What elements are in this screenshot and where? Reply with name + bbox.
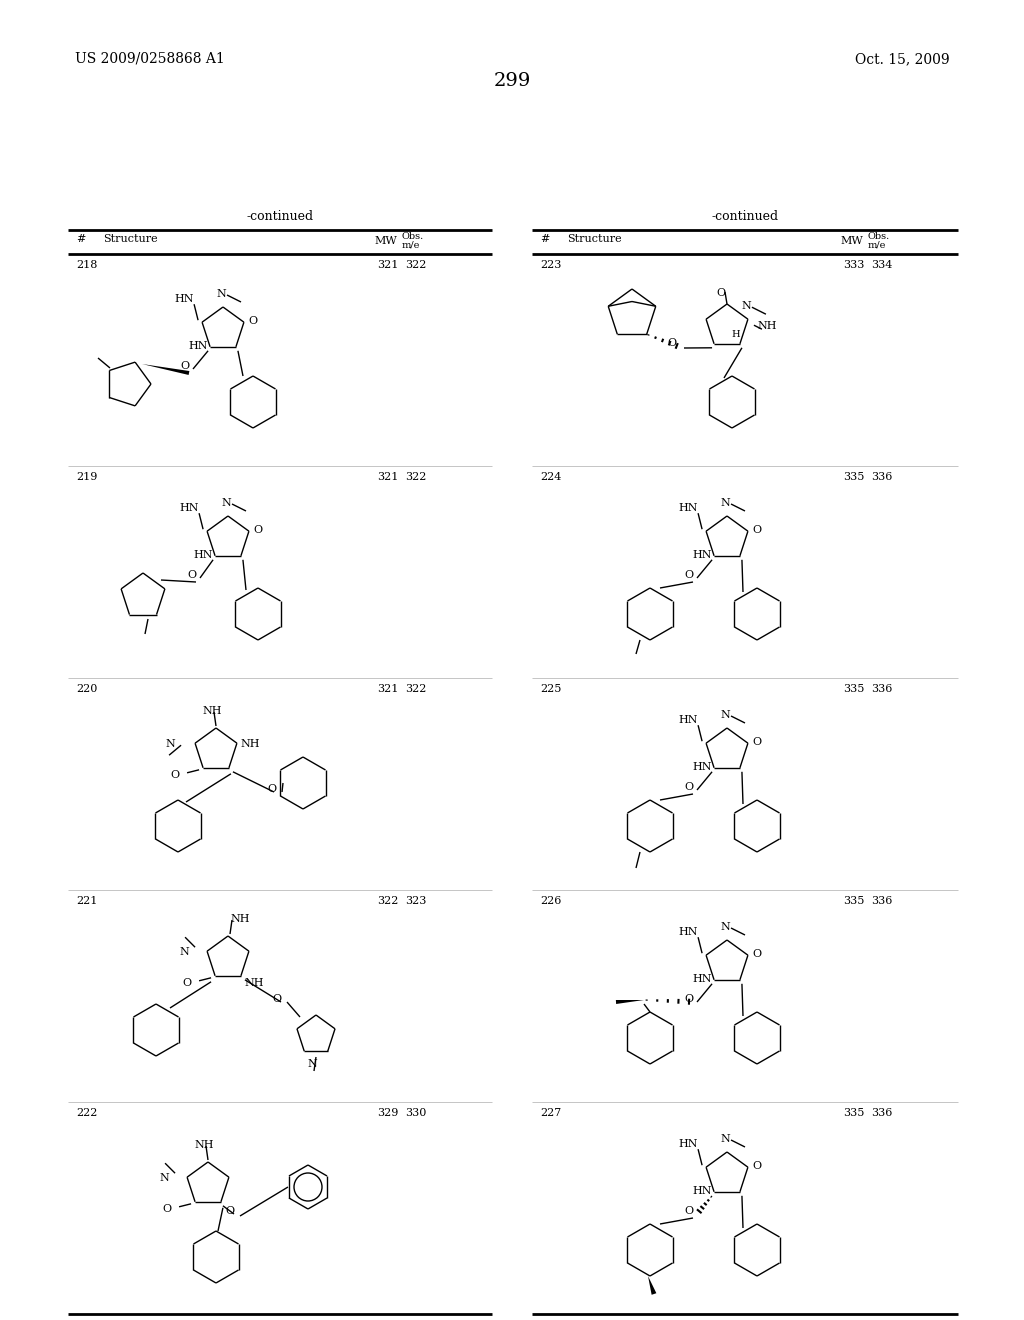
Text: m/e: m/e	[868, 242, 887, 249]
Text: 336: 336	[871, 1107, 892, 1118]
Text: 322: 322	[406, 684, 426, 694]
Text: #: #	[76, 234, 85, 244]
Text: 226: 226	[540, 896, 561, 906]
Text: 224: 224	[540, 473, 561, 482]
Text: HN: HN	[174, 294, 194, 304]
Text: H: H	[731, 330, 739, 339]
Polygon shape	[615, 1001, 644, 1005]
Text: -continued: -continued	[712, 210, 778, 223]
Text: 336: 336	[871, 684, 892, 694]
Text: HN: HN	[692, 974, 712, 983]
Text: NH: NH	[758, 321, 777, 331]
Text: Structure: Structure	[567, 234, 622, 244]
Text: 299: 299	[494, 73, 530, 90]
Text: HN: HN	[678, 1139, 697, 1150]
Text: NH: NH	[203, 706, 222, 715]
Text: Obs.: Obs.	[868, 232, 890, 242]
Text: US 2009/0258868 A1: US 2009/0258868 A1	[75, 51, 224, 66]
Text: HN: HN	[179, 503, 199, 513]
Text: NH: NH	[241, 739, 260, 750]
Polygon shape	[648, 1276, 656, 1295]
Text: -continued: -continued	[247, 210, 313, 223]
Text: 321: 321	[377, 684, 398, 694]
Text: N: N	[307, 1059, 316, 1069]
Text: 222: 222	[76, 1107, 97, 1118]
Text: HN: HN	[678, 927, 697, 937]
Text: O: O	[170, 770, 179, 780]
Text: O: O	[717, 288, 726, 298]
Text: 322: 322	[377, 896, 398, 906]
Text: 333: 333	[843, 260, 864, 271]
Text: O: O	[187, 570, 197, 579]
Text: HN: HN	[692, 1185, 712, 1196]
Text: 218: 218	[76, 260, 97, 271]
Text: N: N	[221, 498, 230, 508]
Text: m/e: m/e	[402, 242, 421, 249]
Text: O: O	[180, 360, 189, 371]
Text: 335: 335	[843, 1107, 864, 1118]
Text: 329: 329	[377, 1107, 398, 1118]
Text: 336: 336	[871, 896, 892, 906]
Text: 221: 221	[76, 896, 97, 906]
Text: O: O	[684, 781, 693, 792]
Text: 334: 334	[871, 260, 892, 271]
Text: 322: 322	[406, 260, 426, 271]
Text: 227: 227	[540, 1107, 561, 1118]
Text: Structure: Structure	[103, 234, 158, 244]
Text: O: O	[668, 338, 677, 348]
Text: N: N	[160, 1173, 169, 1183]
Text: 335: 335	[843, 684, 864, 694]
Text: HN: HN	[678, 503, 697, 513]
Text: 335: 335	[843, 473, 864, 482]
Text: N: N	[216, 289, 226, 300]
Text: Obs.: Obs.	[402, 232, 424, 242]
Text: MW: MW	[840, 236, 863, 246]
Text: O: O	[752, 949, 761, 960]
Text: MW: MW	[374, 236, 396, 246]
Text: N: N	[165, 739, 175, 750]
Text: O: O	[752, 525, 761, 535]
Polygon shape	[142, 364, 189, 375]
Text: #: #	[540, 234, 549, 244]
Text: 225: 225	[540, 684, 561, 694]
Text: O: O	[225, 1206, 234, 1216]
Text: HN: HN	[692, 550, 712, 560]
Text: HN: HN	[678, 715, 697, 725]
Text: O: O	[752, 1162, 761, 1171]
Text: NH: NH	[230, 913, 250, 924]
Text: 323: 323	[406, 896, 426, 906]
Text: N: N	[720, 921, 730, 932]
Text: O: O	[684, 1206, 693, 1216]
Text: HN: HN	[188, 341, 208, 351]
Text: NH: NH	[195, 1140, 214, 1150]
Text: N: N	[720, 710, 730, 719]
Text: O: O	[684, 994, 693, 1005]
Text: HN: HN	[692, 762, 712, 772]
Text: 335: 335	[843, 896, 864, 906]
Text: 322: 322	[406, 473, 426, 482]
Text: O: O	[248, 317, 257, 326]
Text: O: O	[684, 570, 693, 579]
Text: NH: NH	[245, 978, 264, 987]
Text: 220: 220	[76, 684, 97, 694]
Text: O: O	[162, 1204, 171, 1214]
Text: 321: 321	[377, 473, 398, 482]
Text: O: O	[272, 994, 282, 1005]
Text: Oct. 15, 2009: Oct. 15, 2009	[855, 51, 950, 66]
Text: N: N	[720, 498, 730, 508]
Text: O: O	[752, 737, 761, 747]
Text: 330: 330	[406, 1107, 426, 1118]
Text: O: O	[267, 784, 276, 795]
Text: 336: 336	[871, 473, 892, 482]
Text: 219: 219	[76, 473, 97, 482]
Text: N: N	[720, 1134, 730, 1144]
Text: N: N	[741, 301, 751, 312]
Text: N: N	[179, 948, 189, 957]
Text: O: O	[182, 978, 191, 987]
Text: HN: HN	[194, 550, 213, 560]
Text: 321: 321	[377, 260, 398, 271]
Text: O: O	[253, 525, 262, 535]
Text: 223: 223	[540, 260, 561, 271]
